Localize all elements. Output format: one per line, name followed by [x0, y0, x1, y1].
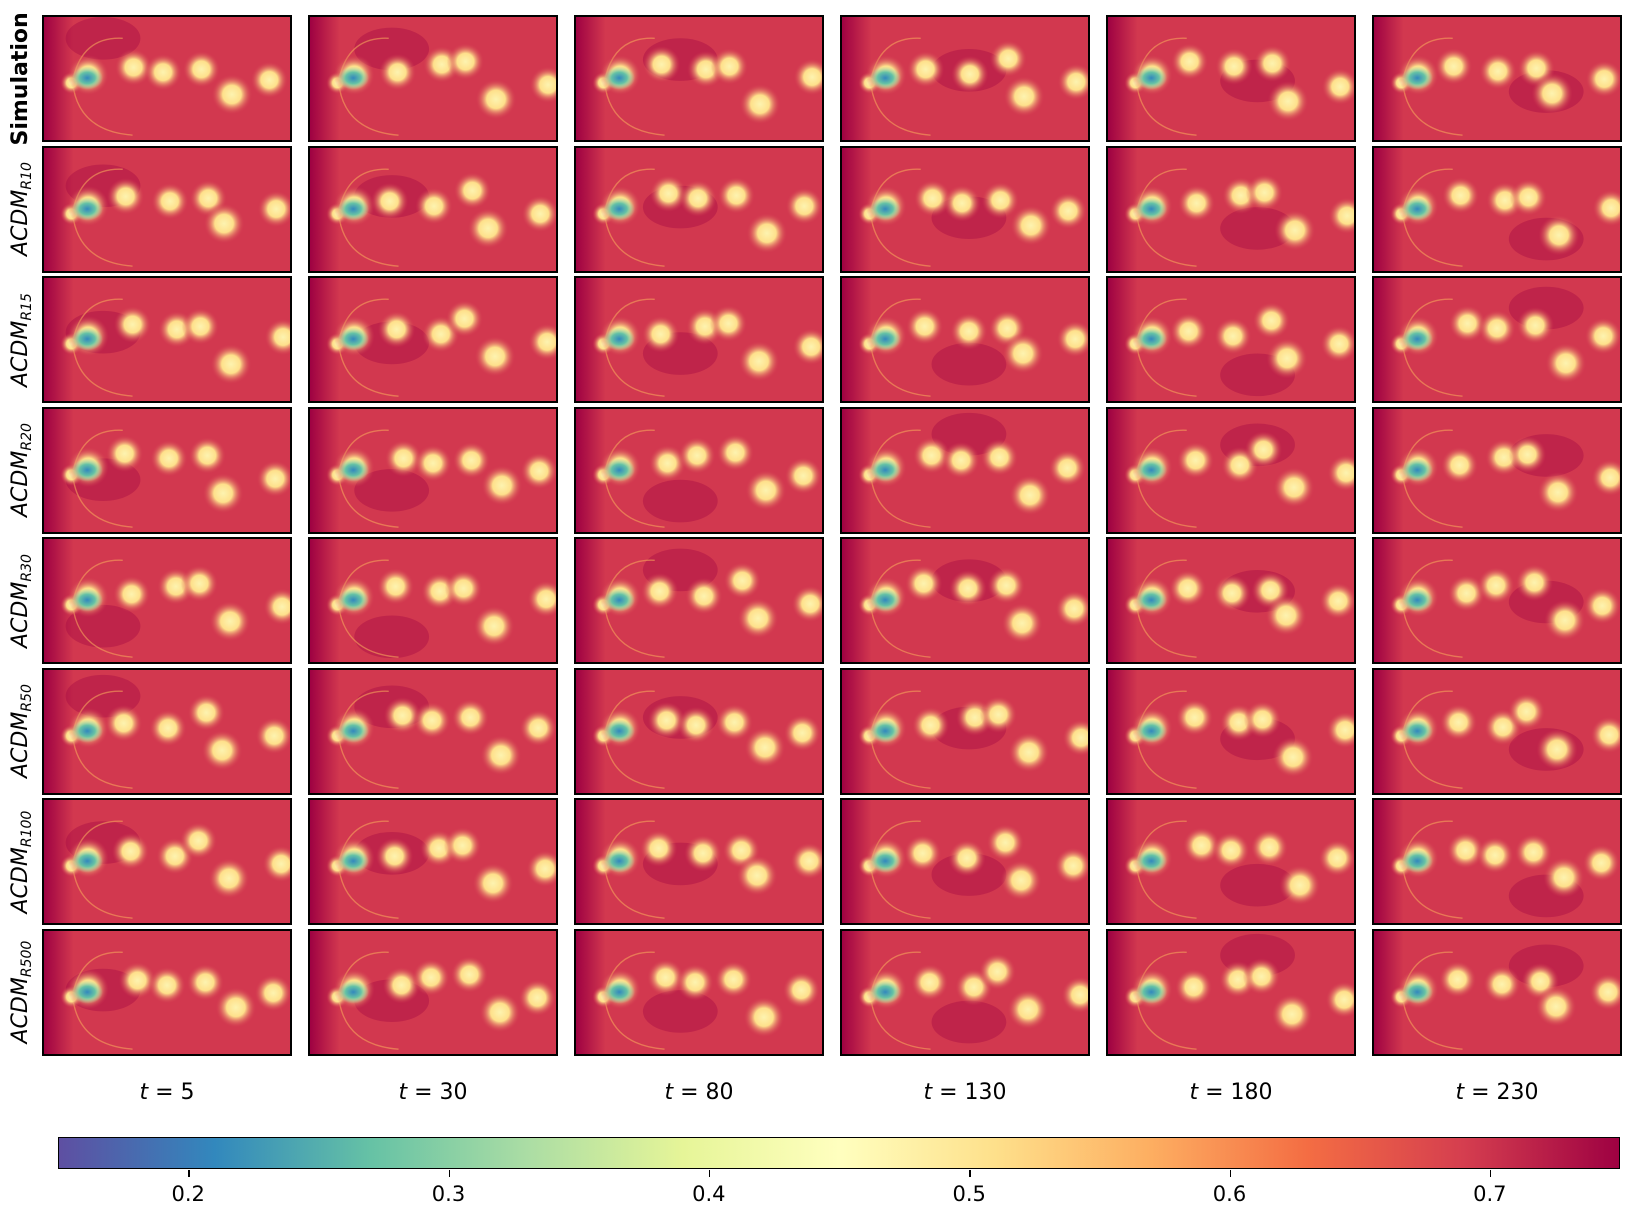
column-label: t = 230: [1455, 1080, 1539, 1105]
heatmap-panel: [840, 667, 1090, 795]
heatmap-panel: [308, 145, 558, 273]
heatmap-panel: [1106, 406, 1356, 534]
heatmap-panel: [840, 537, 1090, 664]
colorbar-tick: [448, 1170, 450, 1177]
heatmap-panel: [1106, 276, 1356, 403]
heatmap-panel: [574, 928, 824, 1056]
column-label: t = 130: [923, 1080, 1007, 1105]
heatmap-panel: [42, 15, 292, 142]
colorbar-tick: [1489, 1170, 1492, 1177]
heatmap-panel: [1372, 15, 1622, 142]
heatmap-panel: [308, 276, 558, 403]
heatmap-panel: [1106, 667, 1356, 795]
heatmap-panel: [1372, 798, 1622, 925]
heatmap-panel: [840, 928, 1090, 1056]
heatmap-panel: [308, 15, 558, 142]
heatmap-panel: [574, 406, 824, 534]
row-label: ACDMR500: [8, 940, 35, 1044]
heatmap-panel: [574, 537, 824, 664]
colorbar-tick-label: 0.5: [952, 1182, 986, 1206]
row-label: ACDMR20: [8, 423, 35, 517]
heatmap-panel: [1372, 928, 1622, 1056]
heatmap-panel: [308, 798, 558, 925]
row-label: Simulation: [8, 11, 33, 145]
colorbar-tick: [969, 1170, 971, 1177]
heatmap-panel: [840, 406, 1090, 534]
colorbar-tick-label: 0.4: [692, 1182, 726, 1206]
heatmap-panel: [840, 145, 1090, 273]
heatmap-panel: [1106, 928, 1356, 1056]
heatmap-panel: [574, 276, 824, 403]
heatmap-panel: [1372, 667, 1622, 795]
column-label: t = 180: [1189, 1080, 1273, 1105]
column-label: t = 5: [139, 1080, 195, 1105]
heatmap-panel: [1106, 145, 1356, 273]
heatmap-panel: [1372, 276, 1622, 403]
heatmap-panel: [574, 145, 824, 273]
heatmap-panel: [840, 798, 1090, 925]
row-label: ACDMR100: [8, 810, 35, 913]
heatmap-panel: [308, 928, 558, 1056]
column-label: t = 80: [664, 1080, 734, 1105]
colorbar-tick-label: 0.7: [1473, 1182, 1507, 1206]
row-label: ACDMR15: [8, 292, 35, 387]
heatmap-panel: [42, 145, 292, 273]
heatmap-panel: [574, 667, 824, 795]
heatmap-panel: [1372, 537, 1622, 664]
heatmap-panel: [574, 798, 824, 925]
row-label: ACDMR10: [8, 162, 35, 256]
heatmap-panel: [42, 798, 292, 925]
heatmap-panel: [308, 537, 558, 664]
heatmap-panel: [840, 15, 1090, 142]
colorbar-tick-label: 0.3: [431, 1182, 466, 1206]
colorbar-tick: [1229, 1170, 1231, 1177]
heatmap-panel: [308, 406, 558, 534]
colorbar-tick: [708, 1170, 711, 1177]
heatmap-panel: [42, 537, 292, 664]
colorbar: [58, 1137, 1620, 1169]
row-label: ACDMR50: [8, 684, 35, 778]
heatmap-panel: [308, 667, 558, 795]
row-label: ACDMR30: [8, 553, 35, 648]
heatmap-panel: [42, 667, 292, 795]
heatmap-panel: [1106, 798, 1356, 925]
heatmap-panel: [42, 276, 292, 403]
heatmap-panel: [42, 928, 292, 1056]
heatmap-panel: [840, 276, 1090, 403]
colorbar-tick-label: 0.2: [171, 1182, 205, 1206]
heatmap-panel: [1372, 406, 1622, 534]
heatmap-panel: [42, 406, 292, 534]
heatmap-panel: [1372, 145, 1622, 273]
colorbar-tick-label: 0.6: [1212, 1182, 1247, 1206]
heatmap-panel: [1106, 537, 1356, 664]
column-label: t = 30: [398, 1080, 468, 1105]
heatmap-panel: [1106, 15, 1356, 142]
colorbar-tick: [188, 1170, 190, 1177]
heatmap-panel: [574, 15, 824, 142]
